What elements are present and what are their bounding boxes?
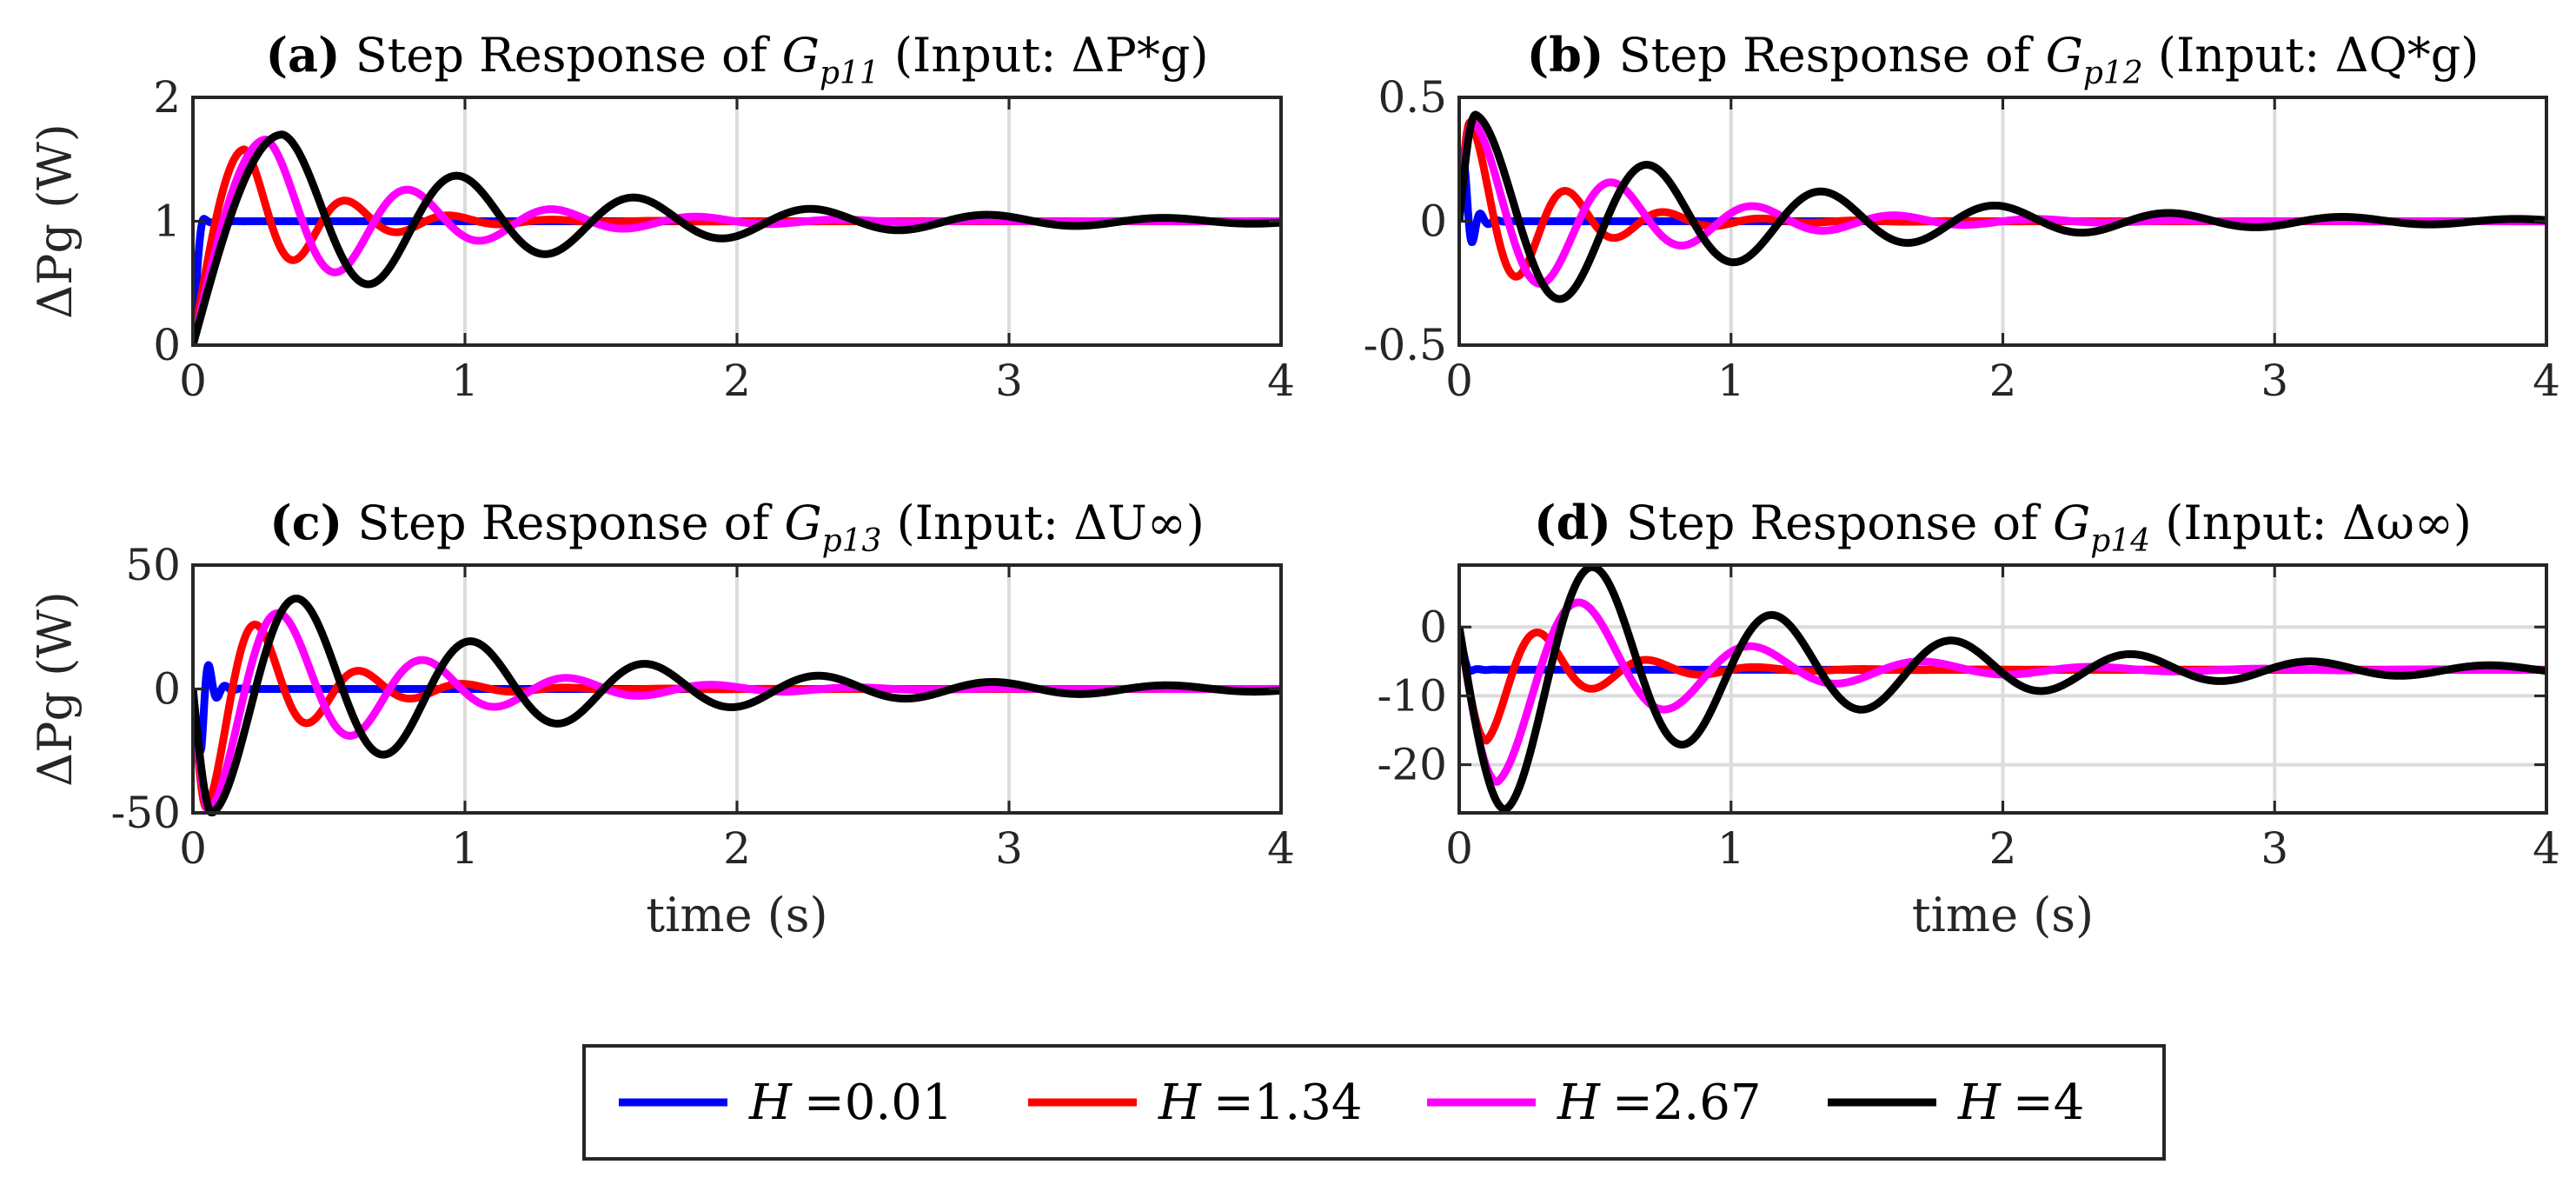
y-tick-label: 0.5 xyxy=(1378,72,1447,123)
y-tick-label: -20 xyxy=(1377,740,1447,790)
legend: H =0.01 H =1.34 H =2.67 H =4 xyxy=(582,1044,2166,1161)
x-tick-label: 1 xyxy=(1717,823,1745,874)
x-axis-label: time (s) xyxy=(646,888,827,942)
legend-value: =4 xyxy=(2013,1075,2085,1131)
title-symbol: G xyxy=(782,28,820,83)
y-tick-label: 2 xyxy=(153,72,181,123)
title-tail: (Input: ΔP*g) xyxy=(880,28,1209,83)
series-group xyxy=(193,130,1281,347)
y-tick-label: -50 xyxy=(110,788,181,838)
x-tick-label: 1 xyxy=(451,823,479,874)
x-tick-label: 4 xyxy=(2533,356,2560,406)
y-tick-label: -0.5 xyxy=(1364,320,1447,370)
x-tick-label: 4 xyxy=(1267,356,1295,406)
x-tick-label: 4 xyxy=(1267,823,1295,874)
panel-a: 0 1 2 3 4 0 1 2 (a) Step Response of Gp11 (Input… xyxy=(28,27,1295,406)
legend-label: H =0.01 xyxy=(748,1075,953,1131)
y-tick-label: -10 xyxy=(1377,670,1447,721)
x-tick-label: 2 xyxy=(1989,356,2017,406)
legend-item: H =1.34 xyxy=(1028,1075,1362,1131)
chart-title: (d) Step Response of Gp14 (Input: Δω∞) xyxy=(1534,495,2472,559)
x-tick-label: 1 xyxy=(1717,356,1745,406)
legend-symbol: H xyxy=(748,1075,793,1131)
y-axis-label: ΔPg (W) xyxy=(28,591,83,787)
y-tick-label: 50 xyxy=(125,540,181,590)
title-prefix: (c) xyxy=(269,495,342,550)
x-tick-label: 0 xyxy=(179,823,207,874)
panel-d: 0 1 2 3 4 -20 -10 0 (d) Step Response of Gp14 (I… xyxy=(1377,495,2559,942)
x-tick-label: 3 xyxy=(995,823,1023,874)
legend-symbol: H xyxy=(1158,1075,1202,1131)
x-tick-label: 1 xyxy=(451,356,479,406)
panel-b: 0 1 2 3 4-0.500.5(b) Step Response of Gp12 (… xyxy=(1364,27,2560,406)
legend-symbol: H xyxy=(1557,1075,1601,1131)
legend-item: H =4 xyxy=(1828,1075,2084,1131)
title-prefix: (d) xyxy=(1534,495,1611,550)
y-axis-label: ΔPg (W) xyxy=(28,123,83,319)
legend-value: =0.01 xyxy=(804,1075,953,1131)
title-prefix: (a) xyxy=(265,27,340,83)
legend-item: H =2.67 xyxy=(1427,1075,1761,1131)
grid xyxy=(1459,565,2546,813)
series-line-h3 xyxy=(1459,562,2546,814)
x-tick-label: 4 xyxy=(2533,823,2560,874)
x-tick-label: 2 xyxy=(1989,823,2017,874)
x-tick-label: 3 xyxy=(2261,356,2288,406)
x-tick-label: 2 xyxy=(723,823,751,874)
x-tick-label: 3 xyxy=(995,356,1023,406)
chart-title: (b) Step Response of Gp12 (Input: ΔQ*g) xyxy=(1527,27,2480,91)
y-tick-label: 0 xyxy=(1419,602,1447,652)
y-tick-label: 1 xyxy=(153,196,181,247)
legend-label: H =2.67 xyxy=(1557,1075,1761,1131)
title-subscript: p11 xyxy=(820,56,880,91)
title-main: Step Response of xyxy=(341,28,782,83)
x-axis-label: time (s) xyxy=(1912,888,2094,942)
y-tick-label: 0 xyxy=(1419,196,1447,247)
title-subscript: p14 xyxy=(2090,523,2150,559)
title-main: Step Response of xyxy=(342,496,784,550)
legend-value: =2.67 xyxy=(1612,1075,1762,1131)
title-symbol: G xyxy=(2046,28,2083,83)
x-tick-label: 2 xyxy=(723,356,751,406)
title-subscript: p12 xyxy=(2083,56,2143,91)
legend-label: H =4 xyxy=(1957,1075,2084,1131)
chart-title: (c) Step Response of Gp13 (Input: ΔU∞) xyxy=(269,495,1205,559)
title-tail: (Input: Δω∞) xyxy=(2150,496,2472,550)
series-group xyxy=(1459,110,2546,303)
x-tick-label: 0 xyxy=(1445,356,1473,406)
legend-item: H =0.01 xyxy=(619,1075,953,1131)
legend-value: =1.34 xyxy=(1213,1075,1363,1131)
series-line-h3 xyxy=(1459,110,2546,303)
legend-label: H =1.34 xyxy=(1158,1075,1362,1131)
series-line-h3 xyxy=(193,594,1281,816)
series-group xyxy=(193,594,1281,816)
title-prefix: (b) xyxy=(1527,27,1604,83)
title-main: Step Response of xyxy=(1603,28,2045,83)
title-main: Step Response of xyxy=(1611,496,2053,550)
legend-symbol: H xyxy=(1957,1075,2002,1131)
chart-title: (a) Step Response of Gp11 (Input: ΔP*g) xyxy=(265,27,1208,91)
title-symbol: G xyxy=(784,496,821,550)
x-tick-label: 3 xyxy=(2261,823,2288,874)
y-tick-label: 0 xyxy=(153,664,181,715)
x-tick-label: 0 xyxy=(1445,823,1473,874)
series-group xyxy=(1459,562,2546,814)
title-subscript: p13 xyxy=(822,523,882,559)
title-symbol: G xyxy=(2053,496,2090,550)
title-tail: (Input: ΔU∞) xyxy=(881,496,1204,550)
x-tick-label: 0 xyxy=(179,356,207,406)
title-tail: (Input: ΔQ*g) xyxy=(2143,28,2480,83)
series-line-h3 xyxy=(193,130,1281,347)
y-tick-label: 0 xyxy=(153,320,181,370)
